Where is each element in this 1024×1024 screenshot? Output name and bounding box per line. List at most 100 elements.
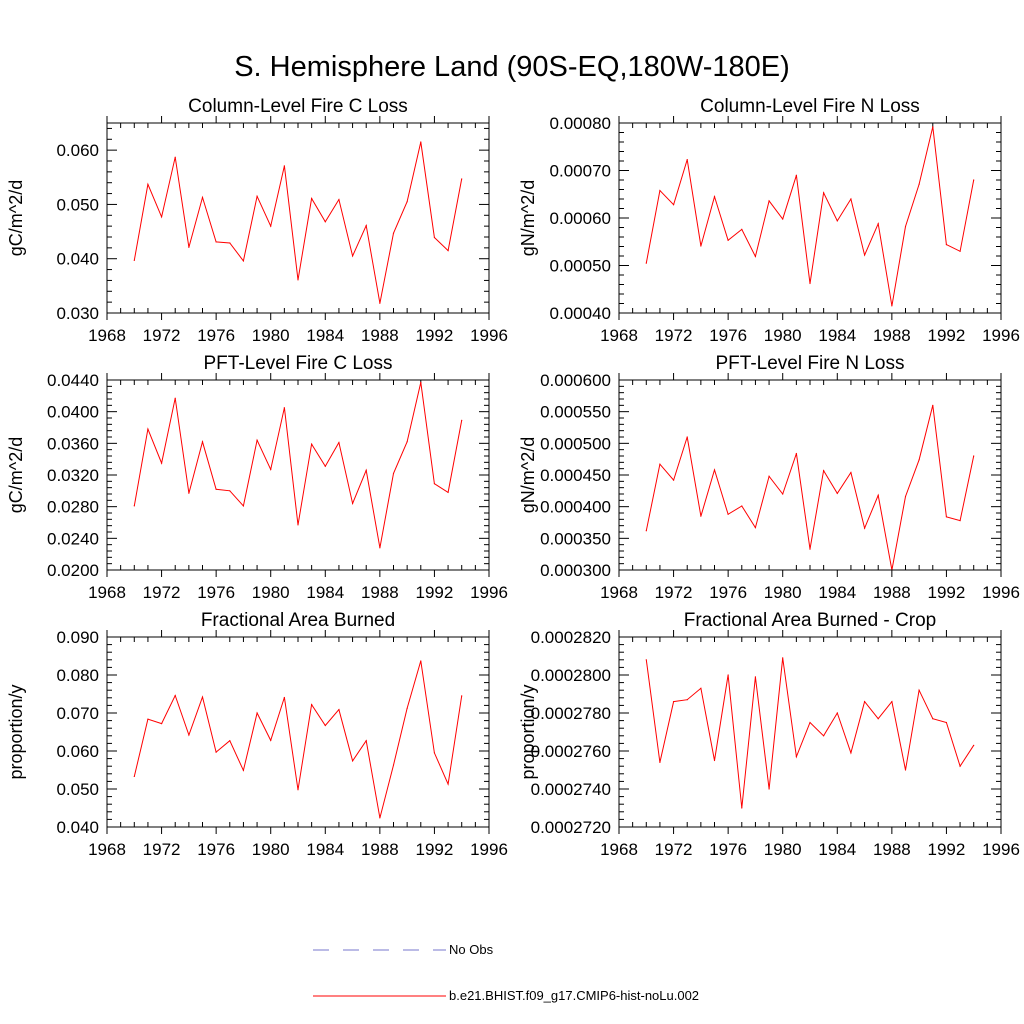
legend-model-label: b.e21.BHIST.f09_g17.CMIP6-hist-noLu.002 — [449, 988, 699, 1003]
data-point — [754, 676, 757, 678]
data-point — [877, 494, 879, 496]
x-tick-label: 1984 — [818, 840, 856, 859]
data-point — [351, 255, 354, 257]
data-point — [283, 696, 285, 699]
data-point — [918, 183, 920, 185]
y-tick-label: 0.050 — [56, 195, 99, 214]
data-point — [959, 250, 961, 252]
data-point — [379, 817, 381, 819]
data-point — [297, 524, 299, 526]
data-point — [836, 492, 838, 494]
y-tick-label: 0.0280 — [47, 498, 99, 517]
plot-frame — [106, 122, 490, 314]
data-point — [809, 548, 811, 550]
panel-2: Column-Level Fire N Loss gN/m^2/d 1968 1972… — [518, 96, 1020, 345]
data-point — [242, 769, 245, 771]
y-tick-label: 0.030 — [56, 304, 99, 323]
data-point — [918, 689, 920, 691]
panel-title: Fractional Area Burned - Crop — [684, 610, 936, 631]
plot-frame — [106, 636, 490, 828]
data-point — [147, 428, 149, 430]
data-point — [782, 657, 784, 659]
panel-5: Fractional Area Burned proportion/y 1968 19… — [6, 610, 508, 859]
data-point — [768, 788, 770, 790]
series-line — [133, 382, 463, 548]
data-point — [809, 282, 811, 285]
x-tick-label: 1996 — [470, 583, 508, 602]
data-point — [645, 262, 647, 264]
data-point — [447, 249, 449, 252]
data-point — [256, 439, 258, 441]
data-point — [311, 443, 313, 445]
x-tick-label: 1996 — [982, 583, 1020, 602]
y-tick-label: 0.0400 — [47, 403, 99, 422]
x-tick-label: 1988 — [873, 326, 911, 345]
data-point — [904, 495, 907, 498]
x-tick-label: 1992 — [416, 326, 454, 345]
data-point — [297, 789, 299, 791]
x-tick-label: 1972 — [143, 326, 181, 345]
data-point — [215, 751, 217, 753]
data-point — [945, 721, 948, 724]
series-line — [645, 657, 975, 809]
y-tick-label: 0.090 — [56, 628, 99, 647]
data-point — [700, 515, 702, 517]
data-point — [645, 659, 647, 661]
data-point — [795, 756, 797, 758]
data-point — [447, 491, 449, 494]
data-point — [686, 158, 688, 161]
x-tick-label: 1988 — [873, 583, 911, 602]
data-point — [959, 765, 961, 767]
data-point — [727, 513, 729, 515]
data-point — [433, 236, 436, 239]
plot-frame — [618, 379, 1002, 571]
y-tick-label: 0.0240 — [47, 529, 99, 548]
data-point — [672, 479, 675, 481]
x-tick-label: 1972 — [143, 840, 181, 859]
data-point — [741, 807, 743, 809]
series-line — [133, 141, 463, 304]
x-tick-label: 1996 — [470, 840, 508, 859]
data-point — [188, 246, 190, 248]
y-tick-label: 0.050 — [56, 780, 99, 799]
y-tick-label: 0.0002820 — [531, 628, 611, 647]
y-axis-label: proportion/y — [6, 684, 26, 779]
y-tick-label: 0.060 — [56, 742, 99, 761]
data-point — [338, 441, 340, 444]
series-line — [133, 660, 463, 819]
x-tick-label: 1968 — [600, 840, 638, 859]
data-point — [147, 183, 149, 185]
y-tick-label: 0.000550 — [540, 403, 611, 422]
y-tick-label: 0.060 — [56, 141, 99, 160]
x-tick-label: 1972 — [655, 583, 693, 602]
data-point — [863, 701, 866, 703]
x-tick-label: 1976 — [197, 326, 235, 345]
data-point — [945, 244, 948, 246]
panel-title: Column-Level Fire N Loss — [700, 96, 920, 117]
y-tick-label: 0.000350 — [540, 529, 611, 548]
y-tick-label: 0.0002780 — [531, 704, 611, 723]
data-point — [420, 660, 422, 662]
data-point — [160, 216, 163, 218]
data-point — [201, 441, 204, 443]
y-tick-label: 0.0002720 — [531, 818, 611, 837]
panel-title: PFT-Level Fire C Loss — [204, 353, 393, 374]
legend: No Obs b.e21.BHIST.f09_g17.CMIP6-hist-no… — [313, 942, 699, 1003]
y-tick-label: 0.00040 — [550, 304, 611, 323]
y-tick-label: 0.00080 — [550, 114, 611, 133]
data-point — [727, 674, 729, 676]
data-point — [741, 228, 743, 230]
data-point — [877, 718, 879, 720]
data-point — [727, 239, 729, 241]
data-point — [645, 530, 647, 532]
panel-title: PFT-Level Fire N Loss — [716, 353, 905, 374]
data-point — [392, 232, 395, 234]
data-point — [461, 178, 463, 180]
data-point — [823, 469, 825, 472]
data-point — [324, 221, 326, 223]
data-point — [904, 225, 907, 228]
data-point — [174, 694, 176, 697]
data-point — [433, 752, 436, 754]
data-point — [836, 220, 838, 222]
